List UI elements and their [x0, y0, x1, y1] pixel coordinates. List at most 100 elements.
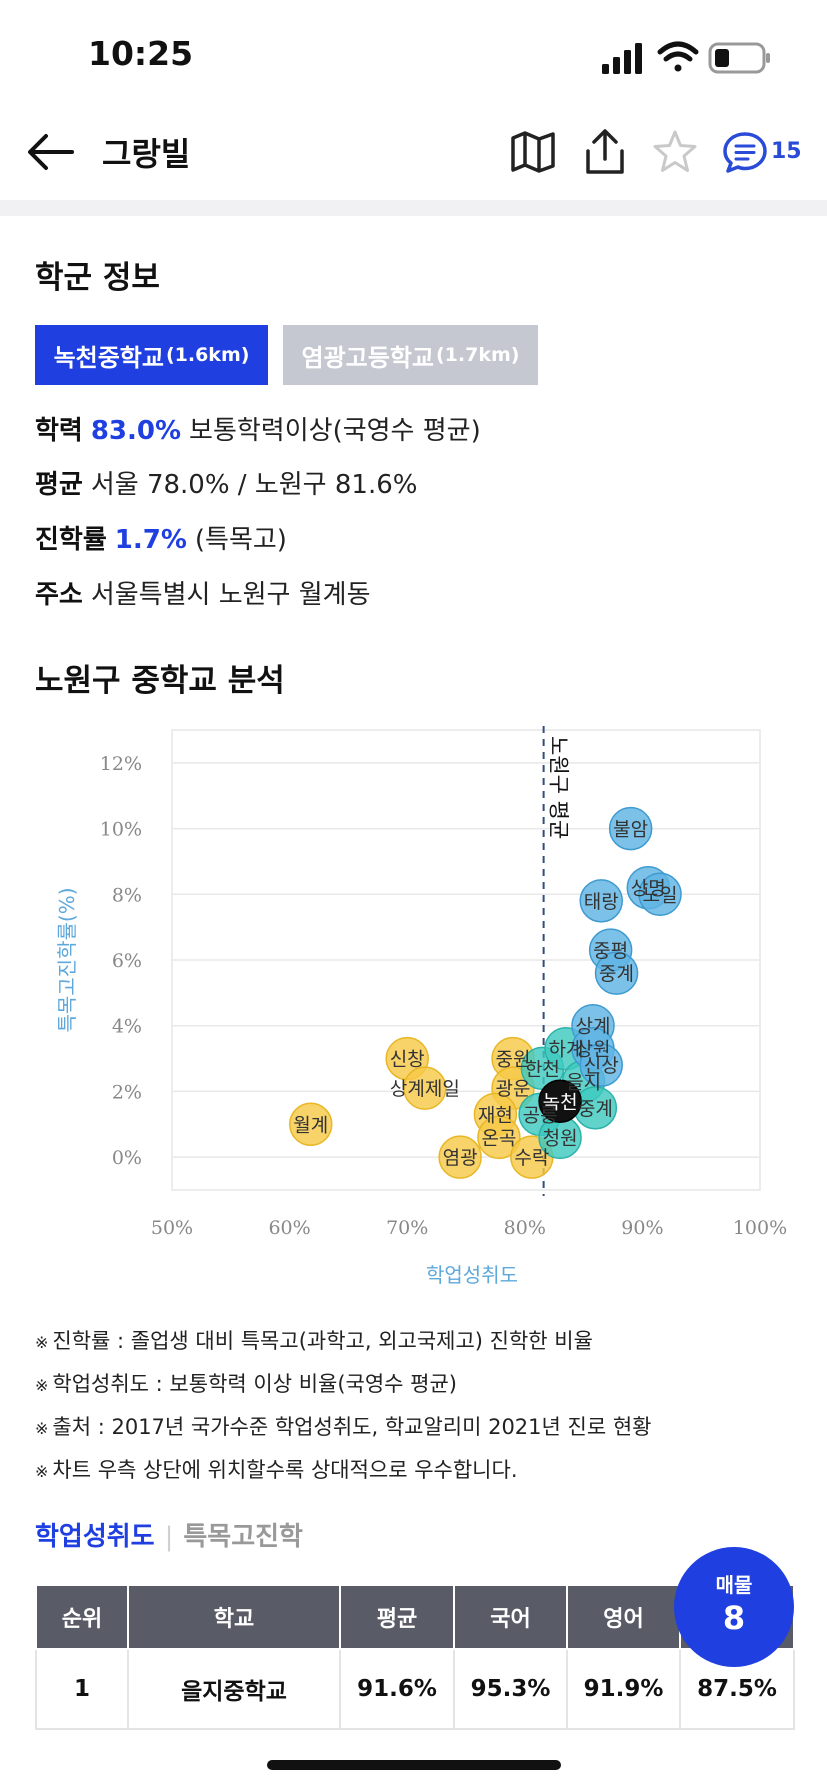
reference-line-label: 노원구 평균: [547, 736, 571, 839]
page-title: 그랑빌: [102, 135, 191, 173]
note-text: 학업성취도 : 보통학력 이상 비율(국영수 평균): [52, 1372, 458, 1396]
english-cell: 91.9%: [566, 1648, 681, 1730]
ranking-table: 순위 학교 평균 국어 영어 수학 1 을지중학교 91.6% 95.3% 91…: [35, 1584, 795, 1730]
comment-count[interactable]: 15: [771, 139, 802, 164]
data-point-label: 중원: [496, 1049, 531, 1071]
data-point: [638, 872, 682, 917]
data-point: [538, 1079, 582, 1124]
x-tick-label: 60%: [268, 1217, 310, 1239]
achievement-value: 83.0%: [90, 416, 182, 446]
data-point-label: 수락: [514, 1147, 549, 1169]
data-point-label: 재현: [478, 1104, 513, 1126]
note-text: 진학률 : 졸업생 대비 특목고(과학고, 외고국제고) 진학한 비율: [52, 1329, 593, 1353]
table-row[interactable]: 1 을지중학교 91.6% 95.3% 91.9% 87.5%: [35, 1648, 795, 1730]
column-header: 순위: [35, 1584, 129, 1650]
advancement-value: 1.7%: [114, 525, 187, 555]
x-tick-label: 100%: [733, 1217, 787, 1239]
data-point: [608, 806, 653, 851]
data-point-label: 염광: [443, 1147, 478, 1169]
fab-count: 8: [722, 1599, 746, 1637]
data-point-label: 온곡: [481, 1127, 516, 1149]
tab-high-school[interactable]: 염광고등학교 (1.7km): [283, 325, 538, 385]
data-point-label: 광운: [496, 1078, 531, 1100]
y-axis-title: 특목고진학률(%): [55, 887, 79, 1032]
x-axis-title: 학업성취도: [426, 1263, 518, 1287]
data-point-label: 상계: [576, 1016, 611, 1038]
column-header: 국어: [453, 1584, 568, 1650]
tab-school-distance: (1.7km): [436, 344, 520, 366]
note-mark: ※: [35, 1333, 49, 1352]
tab-middle-school[interactable]: 녹천중학교 (1.6km): [35, 325, 268, 385]
achievement-label: 학력: [35, 416, 83, 446]
cellular-signal-icon: [602, 43, 642, 74]
status-icons: [602, 41, 770, 74]
status-time: 10:25: [88, 34, 194, 73]
advancement-desc: (특목고): [194, 525, 287, 555]
y-tick-label: 10%: [100, 819, 142, 841]
note-mark: ※: [35, 1419, 49, 1438]
status-bar: 10:25: [0, 0, 827, 105]
data-point-label: 상계제일: [390, 1078, 460, 1100]
tab-separator: |: [164, 1522, 174, 1552]
share-icon[interactable]: [580, 127, 630, 177]
y-tick-label: 2%: [112, 1081, 142, 1103]
comment-icon[interactable]: [720, 127, 770, 177]
note-item: ※ 차트 우측 상단에 위치할수록 상대적으로 우수합니다.: [35, 1449, 805, 1492]
column-header: 학교: [127, 1584, 341, 1650]
school-cell: 을지중학교: [127, 1648, 341, 1730]
address-line: 주소 서울특별시 노원구 월계동: [35, 574, 371, 611]
data-point-label: 월계: [293, 1114, 328, 1136]
data-point-label: 상명: [631, 878, 666, 900]
data-point-label: 을지: [566, 1072, 601, 1094]
average-text: 서울 78.0% / 노원구 81.6%: [90, 470, 418, 500]
y-tick-label: 4%: [112, 1016, 142, 1038]
home-indicator: [267, 1760, 561, 1770]
analysis-title: 노원구 중학교 분석: [35, 663, 285, 699]
data-point-label: 신창: [390, 1049, 425, 1071]
back-arrow-icon[interactable]: [26, 131, 76, 173]
data-point-label: 신상: [584, 1055, 619, 1077]
rank-cell: 1: [35, 1648, 129, 1730]
scatter-chart: 0% 2% 4% 6% 8% 10% 12% 50% 60% 70% 80% 90% 100% 학업성취도…: [0, 720, 827, 1300]
y-tick-label: 12%: [100, 753, 142, 775]
navigation-bar: 그랑빌 15: [0, 105, 827, 200]
average-cell: 91.6%: [339, 1648, 455, 1730]
column-header: 평균: [339, 1584, 455, 1650]
data-point-label: 불암: [613, 819, 648, 841]
data-point: [579, 879, 623, 923]
data-point-label: 노일: [643, 884, 678, 906]
data-point: [289, 1102, 333, 1147]
note-text: 출처 : 2017년 국가수준 학업성취도, 학교알리미 2021년 진로 현황: [52, 1415, 652, 1439]
korean-cell: 95.3%: [453, 1648, 568, 1730]
listings-fab-button[interactable]: 매물 8: [674, 1547, 794, 1667]
data-point: [579, 1043, 623, 1087]
map-icon[interactable]: [508, 127, 558, 177]
tab-school-name: 염광고등학교: [301, 343, 434, 372]
star-icon[interactable]: [650, 127, 700, 177]
x-tick-label: 90%: [621, 1217, 663, 1239]
y-tick-label: 0%: [112, 1147, 142, 1169]
y-tick-label: 6%: [112, 950, 142, 972]
tab-school-name: 녹천중학교: [53, 343, 164, 372]
data-point: [477, 1115, 521, 1160]
advancement-line: 진학률 1.7% (특목고): [35, 519, 287, 556]
address-text: 서울특별시 노원구 월계동: [90, 580, 371, 610]
tab-achievement[interactable]: 학업성취도: [35, 1522, 155, 1552]
ranking-tabs: 학업성취도 | 특목고진학: [35, 1516, 303, 1553]
average-line: 평균 서울 78.0% / 노원구 81.6%: [35, 464, 417, 501]
note-item: ※ 출처 : 2017년 국가수준 학업성취도, 학교알리미 2021년 진로 현…: [35, 1406, 805, 1449]
tab-special-school[interactable]: 특목고진학: [183, 1522, 303, 1552]
data-point-label: 중계: [599, 963, 634, 985]
note-mark: ※: [35, 1462, 49, 1481]
fab-label: 매물: [715, 1573, 753, 1597]
y-tick-label: 8%: [112, 884, 142, 906]
advancement-label: 진학률: [35, 525, 107, 555]
note-mark: ※: [35, 1376, 49, 1395]
data-point: [403, 1066, 447, 1110]
achievement-desc: 보통학력이상(국영수 평균): [189, 416, 481, 446]
data-point-label: 상원: [576, 1039, 611, 1061]
tab-school-distance: (1.6km): [165, 344, 250, 366]
data-point-label: 청원: [543, 1127, 578, 1149]
data-point-label: 중계: [578, 1098, 613, 1120]
battery-icon: [708, 42, 770, 74]
